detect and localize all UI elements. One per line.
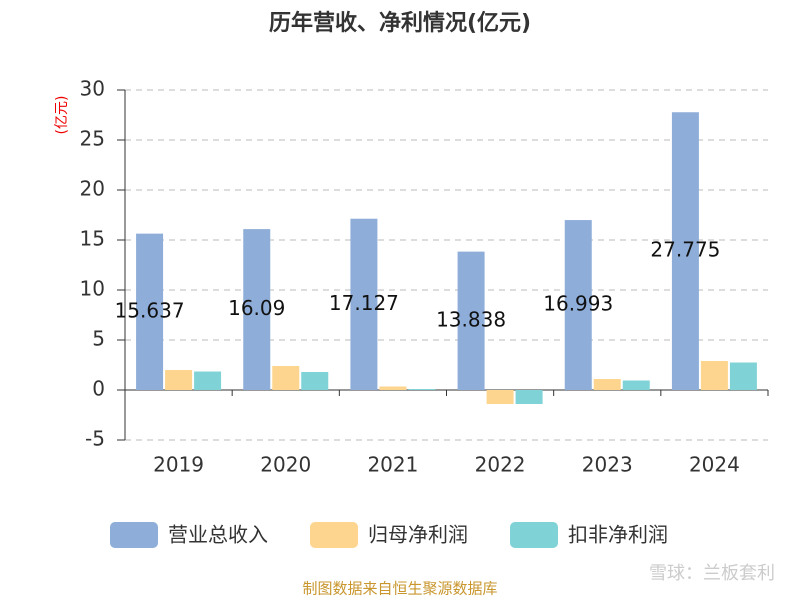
legend-label: 归母净利润 [368, 523, 468, 547]
x-tick-label: 2019 [153, 453, 204, 477]
y-tick-label: 0 [92, 377, 105, 401]
bar [729, 362, 757, 390]
footer: 制图数据来自恒生聚源数据库 [302, 580, 497, 598]
legend-swatch [510, 522, 558, 548]
x-tick-label: 2020 [260, 453, 311, 477]
legend-swatch [110, 522, 158, 548]
x-tick-label: 2022 [475, 453, 526, 477]
bar [301, 372, 329, 390]
x-tick-label: 2021 [367, 453, 418, 477]
y-tick-label: 20 [80, 177, 105, 201]
bar [700, 361, 728, 390]
y-tick-label: -5 [85, 427, 105, 451]
y-tick-label: 30 [80, 77, 105, 101]
bar [194, 371, 222, 390]
bar [136, 233, 164, 390]
y-tick-label: 5 [92, 327, 105, 351]
watermark: 雪球：兰板套利 [649, 563, 775, 584]
bar [622, 380, 650, 390]
bar [165, 370, 193, 390]
bar [379, 386, 407, 390]
bar [457, 251, 485, 390]
bar [593, 379, 621, 390]
x-tick-label: 2023 [582, 453, 633, 477]
bar [486, 390, 514, 404]
bar [671, 112, 699, 390]
y-axis-label: (亿元) [54, 96, 70, 135]
bar [408, 389, 436, 390]
bar [515, 390, 543, 404]
chart-title: 历年营收、净利情况(亿元) [269, 10, 531, 36]
bar [564, 220, 592, 390]
y-tick-label: 10 [80, 277, 105, 301]
data-label: 27.775 [650, 238, 720, 262]
y-tick-label: 25 [80, 127, 105, 151]
legend-swatch [310, 522, 358, 548]
data-label: 16.09 [228, 296, 285, 320]
bar [272, 366, 300, 390]
x-tick-label: 2024 [689, 453, 740, 477]
y-tick-label: 15 [80, 227, 105, 251]
data-label: 16.993 [543, 292, 613, 316]
data-label: 13.838 [436, 307, 506, 331]
data-label: 17.127 [329, 291, 399, 315]
bar [243, 229, 271, 390]
legend-label: 扣非净利润 [568, 523, 668, 547]
legend-label: 营业总收入 [168, 523, 268, 547]
data-label: 15.637 [115, 298, 185, 322]
bar [350, 218, 378, 390]
